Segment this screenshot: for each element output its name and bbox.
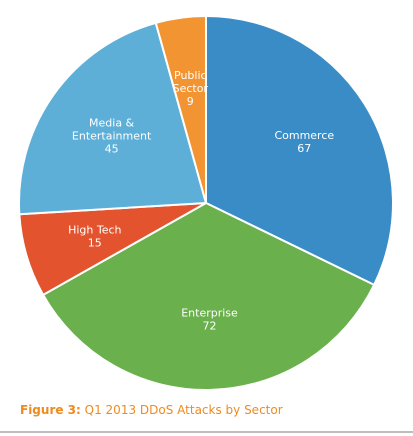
caption-text: Q1 2013 DDoS Attacks by Sector: [84, 403, 283, 417]
pie-slice-commerce: [205, 15, 394, 286]
pie-slices: [18, 15, 394, 391]
slice-name: Enterprise: [181, 306, 238, 319]
slice-name: Entertainment: [72, 130, 152, 143]
pie-slice-public-sector: [154, 15, 207, 204]
pie-labels: Commerce 67 Enterprise 72 High Tech 15 Media &…: [68, 69, 334, 332]
pie-slice-media-entertainment: [18, 21, 207, 216]
slice-label-public-sector: Public Sector 9: [173, 69, 209, 108]
slice-name: High Tech: [68, 223, 121, 236]
slice-label-enterprise: Enterprise 72: [181, 306, 238, 332]
slice-value: 9: [187, 95, 194, 108]
pie-slice-enterprise: [42, 202, 376, 391]
slice-value: 45: [105, 143, 119, 156]
slice-label-high-tech: High Tech 15: [68, 223, 121, 249]
slice-name: Public: [174, 69, 207, 82]
slice-value: 67: [297, 142, 311, 155]
slice-value: 15: [88, 236, 102, 249]
slice-label-commerce: Commerce 67: [274, 129, 334, 155]
pie-chart: Commerce 67 Enterprise 72 High Tech 15 Media &…: [18, 15, 394, 391]
slice-name: Media &: [89, 117, 135, 130]
slice-label-media-entertainment: Media & Entertainment 45: [72, 117, 152, 156]
slice-name: Commerce: [274, 129, 334, 142]
figure-caption: Figure 3: Q1 2013 DDoS Attacks by Sector: [20, 403, 283, 417]
slice-value: 72: [203, 319, 217, 332]
slice-name: Sector: [173, 82, 209, 95]
caption-prefix: Figure 3:: [20, 403, 81, 417]
bottom-divider: [0, 431, 413, 433]
